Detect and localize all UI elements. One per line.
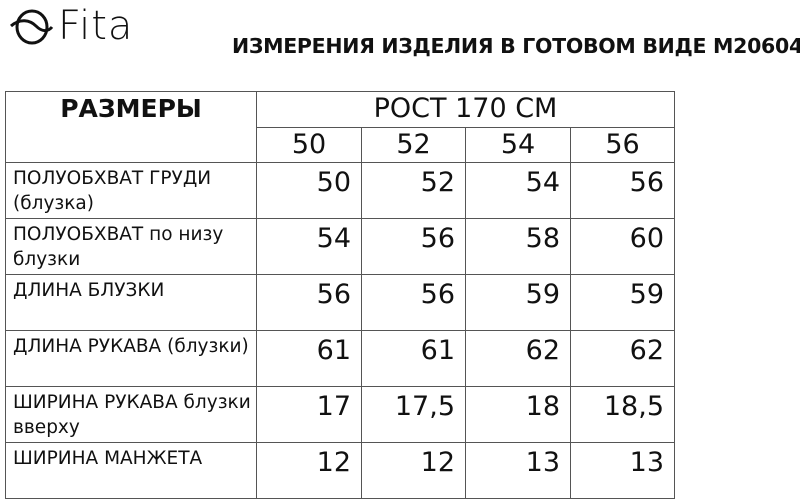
table-row: ДЛИНА РУКАВА (блузки) 61 61 62 62 [5,330,675,387]
measurement-value: 61 [361,330,466,387]
table-row: ПОЛУОБХВАТ по низу блузки 54 56 58 60 [5,218,675,275]
measurement-value: 62 [465,330,571,387]
measurement-value: 18 [465,386,571,443]
measurement-value: 60 [570,218,675,275]
measurement-value: 12 [361,442,466,499]
measurement-value: 62 [570,330,675,387]
measurement-value: 54 [465,162,571,219]
measurement-label: ПОЛУОБХВАТ ГРУДИ (блузка) [5,162,257,219]
table-row: ПОЛУОБХВАТ ГРУДИ (блузка) 50 52 54 56 [5,162,675,219]
sizes-header: РАЗМЕРЫ [5,91,257,163]
table-row: ШИРИНА МАНЖЕТА 12 12 13 13 [5,442,675,499]
measurement-value: 13 [465,442,571,499]
fita-logo-icon [10,9,54,45]
measurement-value: 54 [256,218,362,275]
measurement-value: 17,5 [361,386,466,443]
size-header: 56 [570,127,675,163]
measurement-label: ДЛИНА БЛУЗКИ [5,274,257,331]
brand-logo: Fita [8,6,133,46]
logo-text: Fita [58,3,134,49]
measurement-value: 17 [256,386,362,443]
table-row: ШИРИНА РУКАВА блузки вверху 17 17,5 18 18,5 [5,386,675,443]
size-header: 54 [465,127,571,163]
measurement-value: 18,5 [570,386,675,443]
measurement-label: ШИРИНА МАНЖЕТА [5,442,257,499]
page-title: ИЗМЕРЕНИЯ ИЗДЕЛИЯ В ГОТОВОМ ВИДЕ М20604 [232,34,800,58]
table-row: ДЛИНА БЛУЗКИ 56 56 59 59 [5,274,675,331]
size-header: 50 [256,127,362,163]
measurement-label: ШИРИНА РУКАВА блузки вверху [5,386,257,443]
measurement-value: 56 [570,162,675,219]
measurement-value: 56 [256,274,362,331]
size-header: 52 [361,127,466,163]
size-table: РАЗМЕРЫ РОСТ 170 СМ 50 52 54 56 ПОЛУОБХВ… [5,91,675,499]
measurement-value: 12 [256,442,362,499]
measurement-value: 56 [361,274,466,331]
measurement-value: 59 [465,274,571,331]
measurement-label: ДЛИНА РУКАВА (блузки) [5,330,257,387]
measurement-value: 13 [570,442,675,499]
measurement-label: ПОЛУОБХВАТ по низу блузки [5,218,257,275]
measurement-value: 59 [570,274,675,331]
measurement-value: 61 [256,330,362,387]
measurement-value: 52 [361,162,466,219]
measurement-value: 58 [465,218,571,275]
height-header: РОСТ 170 СМ [256,91,675,128]
measurement-value: 56 [361,218,466,275]
measurement-value: 50 [256,162,362,219]
